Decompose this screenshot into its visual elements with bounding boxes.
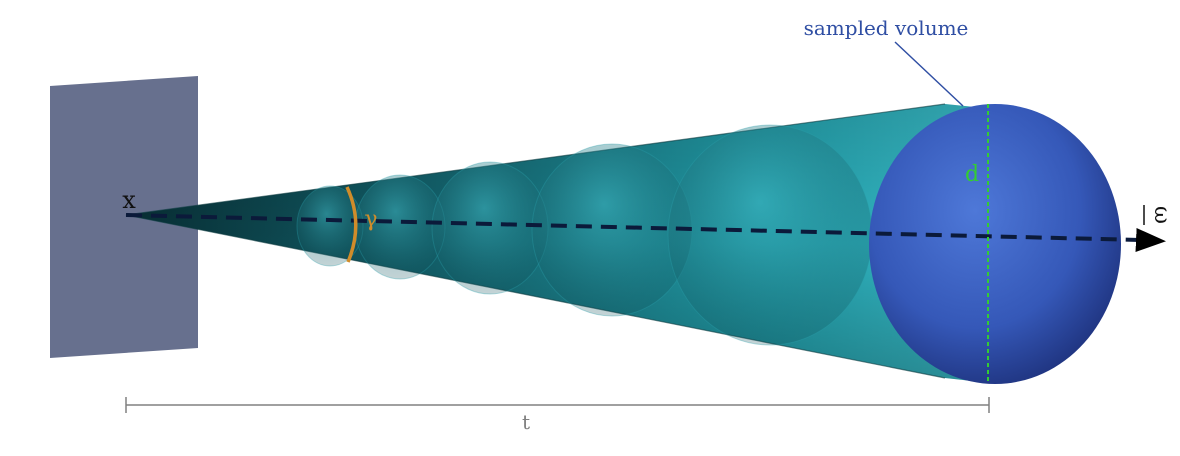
sample-sphere: [431, 161, 549, 295]
direction-label: ω: [1149, 206, 1174, 224]
aperture-angle-arc: [345, 186, 358, 263]
diameter-label: d: [965, 162, 979, 187]
distance-label: t: [522, 410, 530, 434]
distance-measure: [125, 397, 990, 413]
surface-plane: [50, 76, 198, 358]
cone-axis: [125, 213, 1141, 242]
origin-label: x: [122, 186, 136, 214]
angle-label: γ: [364, 207, 377, 232]
sampled-volume-sphere: [869, 104, 1121, 384]
sample-spheres: [296, 124, 873, 346]
direction-arrow: [1135, 228, 1166, 252]
sampled-volume-leader: [894, 41, 964, 107]
sampled-volume-label: sampled volume: [804, 16, 969, 40]
sample-sphere: [667, 124, 873, 346]
